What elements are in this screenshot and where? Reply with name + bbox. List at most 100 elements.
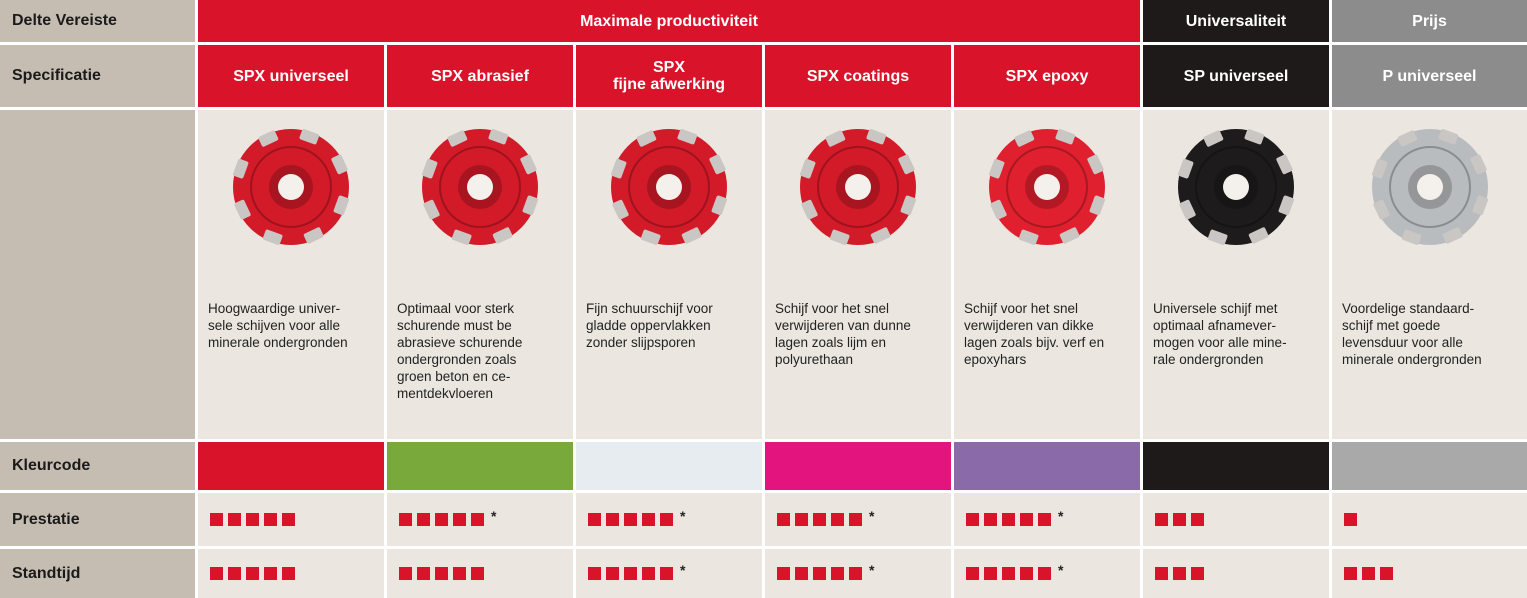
rating-square: [1020, 513, 1033, 526]
rating-square: [1002, 513, 1015, 526]
rating-square: [813, 513, 826, 526]
rating-square: [660, 513, 673, 526]
color-code: [387, 442, 573, 490]
rating-square: [849, 567, 862, 580]
rating-square: [1344, 567, 1357, 580]
rating-square: [831, 513, 844, 526]
rating-square: [453, 513, 466, 526]
rating-square: [1362, 567, 1375, 580]
disc-image: [982, 122, 1112, 252]
rating-square: [246, 567, 259, 580]
product-name: SPX coatings: [765, 45, 951, 107]
rating-square: [1173, 513, 1186, 526]
product-description: Hoogwaardige univer- sele schijven voor …: [208, 300, 380, 351]
rating-square: [606, 513, 619, 526]
rating-square: [228, 567, 241, 580]
rating-cell: [1332, 493, 1527, 546]
rating-square: [1191, 513, 1204, 526]
rating-square: [210, 567, 223, 580]
rating-note: *: [680, 508, 685, 524]
rating-note: *: [1058, 508, 1063, 524]
product-name: SPX universeel: [198, 45, 384, 107]
rating-square: [1191, 567, 1204, 580]
rating-square: [264, 567, 277, 580]
rating-square: [1155, 513, 1168, 526]
rating-square: [1155, 567, 1168, 580]
group-header: Prijs: [1332, 0, 1527, 42]
disc-image: [793, 122, 923, 252]
rating-square: [777, 567, 790, 580]
disc-image: [604, 122, 734, 252]
rating-cell: [1143, 549, 1329, 598]
spec-table: Delte VereisteSpecificatie KleurcodePrest…: [0, 0, 1527, 598]
rating-square: [453, 567, 466, 580]
rating-note: *: [491, 508, 496, 524]
product-description: Voordelige standaard- schijf met goede l…: [1342, 300, 1523, 368]
rating-note: *: [680, 562, 685, 578]
rating-square: [777, 513, 790, 526]
rating-square: [966, 513, 979, 526]
rating-square: [471, 513, 484, 526]
rating-square: [435, 567, 448, 580]
rating-square: [417, 567, 430, 580]
rating-square: [642, 513, 655, 526]
rating-square: [282, 567, 295, 580]
rating-square: [642, 567, 655, 580]
rating-square: [624, 567, 637, 580]
disc-image: [1365, 122, 1495, 252]
rating-square: [435, 513, 448, 526]
color-code: [1143, 442, 1329, 490]
color-code: [765, 442, 951, 490]
rating-square: [795, 513, 808, 526]
rating-square: [1344, 513, 1357, 526]
rating-square: [417, 513, 430, 526]
rating-square: [1038, 513, 1051, 526]
rating-square: [984, 513, 997, 526]
rating-square: [282, 513, 295, 526]
color-code: [1332, 442, 1527, 490]
rating-square: [228, 513, 241, 526]
rating-square: [1020, 567, 1033, 580]
disc-image: [1171, 122, 1301, 252]
rating-square: [1173, 567, 1186, 580]
row-label: Specificatie: [0, 45, 195, 107]
rating-square: [588, 513, 601, 526]
rating-square: [588, 567, 601, 580]
rating-square: [984, 567, 997, 580]
product-description: Schijf voor het snel verwijderen van dun…: [775, 300, 947, 368]
rating-square: [660, 567, 673, 580]
row-label: Prestatie: [0, 493, 195, 546]
rating-square: [1380, 567, 1393, 580]
rating-square: [813, 567, 826, 580]
rating-square: [264, 513, 277, 526]
row-label: Kleurcode: [0, 442, 195, 490]
rating-square: [471, 567, 484, 580]
rating-square: [210, 513, 223, 526]
rating-square: [1002, 567, 1015, 580]
row-label: Standtijd: [0, 549, 195, 598]
rating-note: *: [1058, 562, 1063, 578]
color-code: [576, 442, 762, 490]
rating-square: [624, 513, 637, 526]
rating-square: [399, 513, 412, 526]
rating-note: *: [869, 508, 874, 524]
group-header: Universaliteit: [1143, 0, 1329, 42]
rating-square: [399, 567, 412, 580]
rating-square: [246, 513, 259, 526]
disc-image: [226, 122, 356, 252]
row-label: [0, 110, 195, 439]
product-description: Schijf voor het snel verwijderen van dik…: [964, 300, 1136, 368]
product-description: Optimaal voor sterk schurende must be ab…: [397, 300, 569, 402]
rating-square: [849, 513, 862, 526]
product-name: SPX epoxy: [954, 45, 1140, 107]
rating-note: *: [869, 562, 874, 578]
group-header: Maximale productiviteit: [198, 0, 1140, 42]
product-name: SPX abrasief: [387, 45, 573, 107]
color-code: [198, 442, 384, 490]
row-label: Delte Vereiste: [0, 0, 195, 42]
rating-square: [1038, 567, 1051, 580]
rating-square: [966, 567, 979, 580]
product-description: Fijn schuurschijf voor gladde oppervlakk…: [586, 300, 758, 351]
product-name: P universeel: [1332, 45, 1527, 107]
disc-image: [415, 122, 545, 252]
